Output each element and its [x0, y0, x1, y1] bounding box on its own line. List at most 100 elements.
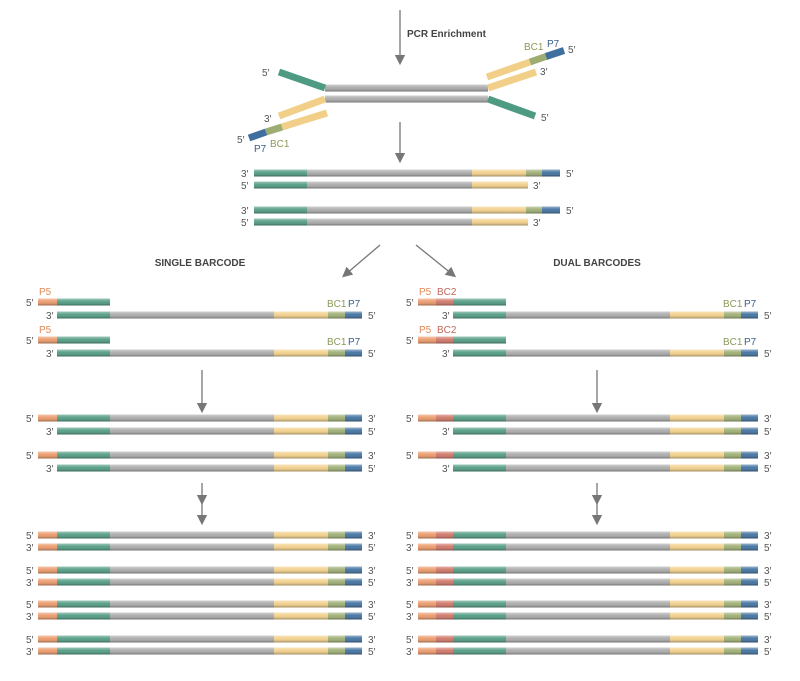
three-prime-label: 3′ [264, 114, 272, 125]
three-prime-label: 3′ [46, 464, 54, 475]
insert-strand-bottom [325, 95, 488, 103]
three-prime-label: 3′ [368, 451, 376, 462]
strand-shading [418, 647, 758, 655]
strand-shading [38, 647, 362, 655]
library-strand [418, 612, 758, 620]
strand-shading [38, 298, 110, 306]
arrow-icon [342, 244, 381, 278]
template-strand [57, 349, 362, 357]
five-prime-label: 5′ [764, 612, 772, 623]
p5-label: P5 [419, 325, 432, 336]
library-strand [38, 531, 362, 539]
extended-strand [38, 414, 362, 422]
five-prime-label: 5′ [764, 543, 772, 554]
five-prime-label: 5′ [764, 427, 772, 438]
library-strand [38, 566, 362, 574]
strand-shading [38, 531, 362, 539]
amplicon-strand [254, 218, 528, 226]
strand-shading [325, 95, 488, 103]
library-strand [38, 578, 362, 586]
library-strand [38, 612, 362, 620]
three-prime-label: 3′ [764, 414, 772, 425]
three-prime-label: 3′ [46, 349, 54, 360]
p5-primer-strand [418, 298, 506, 306]
strand-shading [254, 218, 528, 226]
strand-shading [38, 566, 362, 574]
primer-left [280, 109, 329, 131]
three-prime-label: 3′ [368, 600, 376, 611]
p5-primer-strand [418, 336, 506, 344]
strand-shading [57, 464, 362, 472]
strand-shading [453, 311, 758, 319]
library-strand [38, 543, 362, 551]
template-strand [453, 427, 758, 435]
three-prime-label: 3′ [442, 311, 450, 322]
five-prime-label: 5′ [26, 336, 34, 347]
five-prime-label: 5′ [406, 635, 414, 646]
strand-shading [38, 600, 362, 608]
three-prime-label: 3′ [406, 578, 414, 589]
p7-left [247, 128, 268, 142]
three-prime-label: 3′ [368, 531, 376, 542]
strand-shading [57, 311, 362, 319]
p5-primer-strand [38, 298, 110, 306]
five-prime-label: 5′ [406, 451, 414, 462]
library-strand [38, 635, 362, 643]
primer-arm-right [486, 68, 538, 92]
three-prime-label: 3′ [46, 311, 54, 322]
primer-arm-left [277, 95, 327, 120]
five-prime-label: 5′ [764, 578, 772, 589]
bc1-left [264, 123, 284, 136]
strand-shading [418, 635, 758, 643]
primer-right [485, 58, 532, 81]
five-prime-label: 5′ [262, 68, 270, 79]
p7-label: P7 [547, 39, 560, 50]
library-strand [38, 600, 362, 608]
template-strand [57, 464, 362, 472]
strand-shading [325, 84, 488, 92]
five-prime-label: 5′ [368, 543, 376, 554]
three-prime-label: 3′ [368, 635, 376, 646]
five-prime-label: 5′ [26, 531, 34, 542]
strand-shading [254, 181, 528, 189]
p7-label: P7 [254, 144, 267, 155]
three-prime-label: 3′ [26, 578, 34, 589]
three-prime-label: 3′ [368, 566, 376, 577]
library-strand [418, 566, 758, 574]
three-prime-label: 3′ [26, 647, 34, 658]
five-prime-label: 5′ [406, 600, 414, 611]
p7-label: P7 [348, 299, 361, 310]
single-barcode-heading: SINGLE BARCODE [155, 258, 246, 269]
five-prime-label: 5′ [237, 135, 245, 146]
five-prime-label: 5′ [764, 311, 772, 322]
five-prime-label: 5′ [764, 647, 772, 658]
five-prime-label: 5′ [368, 647, 376, 658]
five-prime-label: 5′ [26, 600, 34, 611]
five-prime-label: 5′ [368, 612, 376, 623]
five-prime-label: 5′ [368, 311, 376, 322]
three-prime-label: 3′ [241, 206, 249, 217]
three-prime-label: 3′ [368, 414, 376, 425]
library-strand [418, 600, 758, 608]
three-prime-label: 3′ [764, 600, 772, 611]
strand-shading [453, 349, 758, 357]
amplicon-strand [254, 181, 528, 189]
three-prime-label: 3′ [26, 543, 34, 554]
bc1-label: BC1 [327, 299, 347, 310]
three-prime-label: 3′ [406, 612, 414, 623]
three-prime-label: 3′ [442, 464, 450, 475]
bc1-label: BC1 [723, 337, 743, 348]
five-prime-label: 5′ [566, 206, 574, 217]
five-prime-label: 5′ [26, 635, 34, 646]
extended-strand [418, 451, 758, 459]
strand-shading [38, 451, 362, 459]
arrow-icon [415, 244, 457, 278]
three-prime-label: 3′ [406, 647, 414, 658]
adapter-arm-left [277, 68, 327, 92]
three-prime-label: 3′ [764, 635, 772, 646]
template-strand [57, 311, 362, 319]
amplicon-strand [254, 206, 560, 214]
strand-shading [418, 451, 758, 459]
strand-shading [38, 635, 362, 643]
